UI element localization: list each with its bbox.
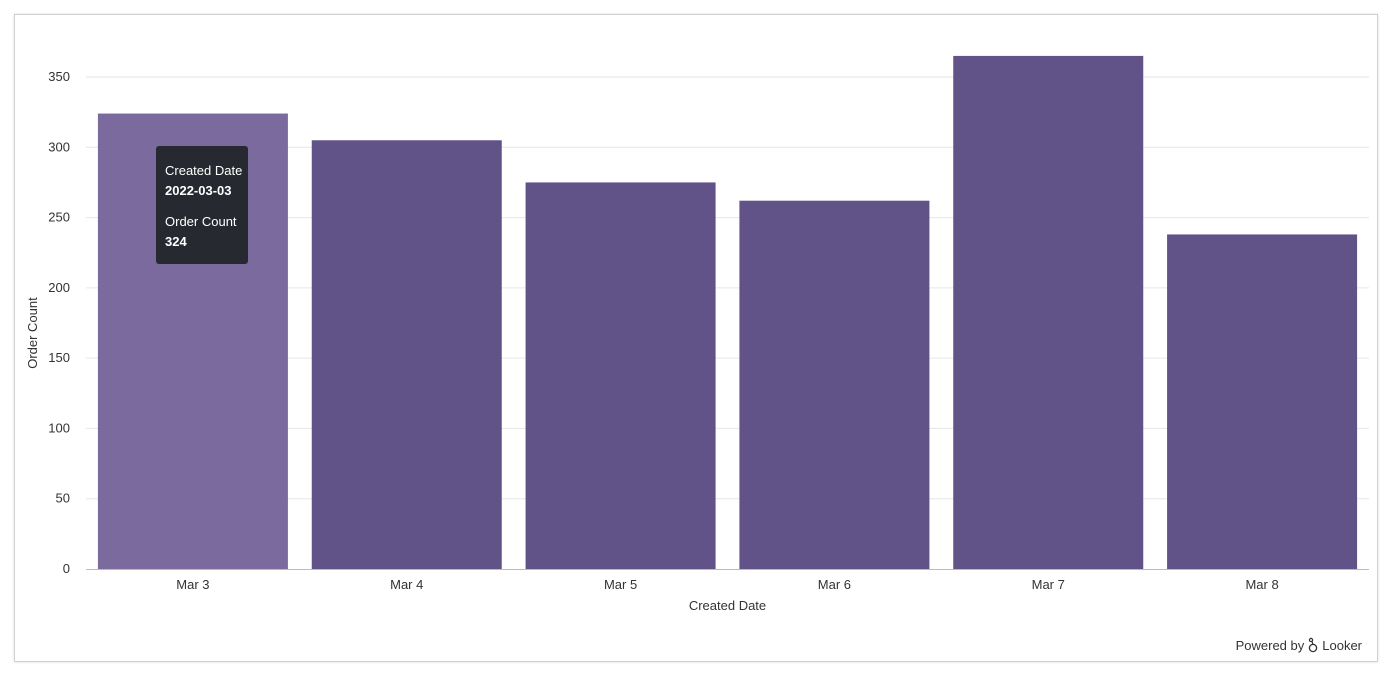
x-tick-label: Mar 5 bbox=[604, 577, 637, 592]
tooltip: Created Date 2022-03-03 Order Count 324 bbox=[156, 146, 248, 264]
bar-mar-7[interactable] bbox=[953, 55, 1144, 569]
y-tick-label: 250 bbox=[48, 210, 70, 225]
bar-mar-5[interactable] bbox=[525, 182, 716, 569]
bar-mar-6[interactable] bbox=[739, 200, 930, 569]
bar-mar-4[interactable] bbox=[311, 140, 502, 569]
y-tick-label: 350 bbox=[48, 69, 70, 84]
x-tick-label: Mar 6 bbox=[818, 577, 851, 592]
tooltip-label-date: Created Date bbox=[165, 163, 243, 178]
y-tick-label: 50 bbox=[56, 491, 70, 506]
y-tick-label: 200 bbox=[48, 280, 70, 295]
looker-logo-icon bbox=[1309, 637, 1318, 653]
tooltip-label-count: Order Count bbox=[165, 214, 237, 229]
tooltip-value-count: 324 bbox=[165, 234, 187, 249]
y-axis-title: Order Count bbox=[25, 297, 40, 369]
powered-by-looker[interactable]: Powered by Looker bbox=[1236, 637, 1362, 653]
powered-by-text: Powered by bbox=[1235, 637, 1305, 653]
x-tick-label: Mar 7 bbox=[1032, 577, 1065, 592]
x-tick-label: Mar 8 bbox=[1245, 577, 1278, 592]
x-tick-label: Mar 4 bbox=[390, 577, 423, 592]
looker-brand: Looker bbox=[1322, 637, 1362, 653]
bar-mar-8[interactable] bbox=[1167, 234, 1358, 569]
x-axis-title: Created Date bbox=[689, 598, 766, 613]
y-tick-label: 150 bbox=[48, 350, 70, 365]
x-tick-label: Mar 3 bbox=[176, 577, 209, 592]
y-tick-label: 300 bbox=[48, 139, 70, 154]
y-tick-label: 0 bbox=[63, 561, 70, 576]
y-tick-label: 100 bbox=[48, 420, 70, 435]
tooltip-value-date: 2022-03-03 bbox=[165, 183, 232, 198]
